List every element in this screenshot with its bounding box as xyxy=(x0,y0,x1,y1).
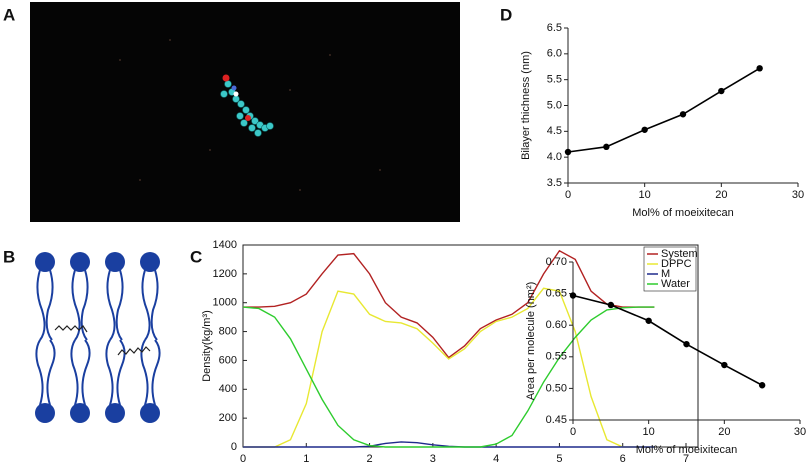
y-tick-label: 600 xyxy=(219,354,237,366)
y-axis-label: Area per molecule (nm²) xyxy=(525,282,537,401)
x-tick-label: 30 xyxy=(794,426,806,438)
x-tick-label: 4 xyxy=(493,453,499,465)
y-tick-label: 0 xyxy=(231,441,237,453)
point xyxy=(569,292,577,299)
panel-label: A xyxy=(3,5,15,24)
y-tick-label: 6.5 xyxy=(547,22,562,34)
point xyxy=(645,317,652,324)
x-tick-label: 0 xyxy=(570,426,576,438)
y-tick-label: 1400 xyxy=(213,239,237,251)
legend-label: DPPC xyxy=(661,258,692,270)
point xyxy=(721,361,728,369)
y-tick-label: 5.5 xyxy=(547,74,562,86)
y-tick-label: 1000 xyxy=(213,297,237,309)
panel-label: B xyxy=(3,247,15,266)
x-tick-label: 6 xyxy=(620,453,626,465)
x-tick-label: 30 xyxy=(792,189,804,201)
point xyxy=(758,382,766,389)
x-tick-label: 2 xyxy=(367,453,373,465)
y-tick-label: 4.0 xyxy=(547,151,562,163)
legend-label: System xyxy=(661,248,698,260)
x-tick-label: 5 xyxy=(556,453,562,465)
legend-label: Water xyxy=(661,278,690,290)
x-axis-label: Mol% of moeixitecan xyxy=(636,444,738,456)
series-line xyxy=(243,287,655,448)
x-tick-label: 0 xyxy=(240,453,246,465)
point xyxy=(683,340,690,348)
legend-label: M xyxy=(661,268,670,280)
point xyxy=(603,143,610,151)
y-tick-label: 5.0 xyxy=(547,99,562,111)
y-tick-label: 0.50 xyxy=(546,382,567,394)
point xyxy=(756,65,763,72)
x-tick-label: 1 xyxy=(303,453,309,465)
y-axis-label: Bilayer thichness (nm) xyxy=(520,51,532,160)
x-tick-label: 3 xyxy=(430,453,436,465)
panel-label: C xyxy=(190,247,202,266)
point xyxy=(718,87,725,95)
y-tick-label: 0.70 xyxy=(546,256,567,268)
series-line xyxy=(572,294,763,386)
simulation-image xyxy=(30,2,460,222)
y-axis-label: Density(kg/m³) xyxy=(201,310,213,382)
y-tick-label: 1200 xyxy=(213,268,237,280)
y-tick-label: 200 xyxy=(219,412,237,424)
y-tick-label: 0.60 xyxy=(546,319,567,331)
x-tick-label: 20 xyxy=(718,426,730,438)
y-tick-label: 0.55 xyxy=(546,351,567,363)
y-tick-label: 800 xyxy=(219,325,237,337)
plot-frame xyxy=(242,244,699,448)
bilayer-diagram xyxy=(35,252,161,423)
y-tick-label: 400 xyxy=(219,383,237,395)
y-tick-label: 0.65 xyxy=(546,288,567,300)
x-tick-label: 7 xyxy=(683,453,689,465)
y-tick-label: 3.5 xyxy=(547,177,562,189)
point xyxy=(607,301,615,309)
panel-label: D xyxy=(500,5,512,24)
series-line xyxy=(243,441,655,448)
x-tick-label: 10 xyxy=(639,189,651,201)
x-tick-label: 0 xyxy=(565,189,571,201)
series-line xyxy=(242,306,655,448)
series-line xyxy=(243,249,655,359)
series-line xyxy=(567,67,761,153)
x-axis-label: Mol% of moeixitecan xyxy=(632,207,734,219)
x-tick-label: 10 xyxy=(643,426,655,438)
y-tick-label: 0.45 xyxy=(546,414,567,426)
y-tick-label: 4.5 xyxy=(547,125,562,137)
point xyxy=(564,148,572,156)
point xyxy=(641,126,648,133)
point xyxy=(679,111,687,118)
y-tick-label: 6.0 xyxy=(547,48,562,60)
x-tick-label: 20 xyxy=(715,189,727,201)
